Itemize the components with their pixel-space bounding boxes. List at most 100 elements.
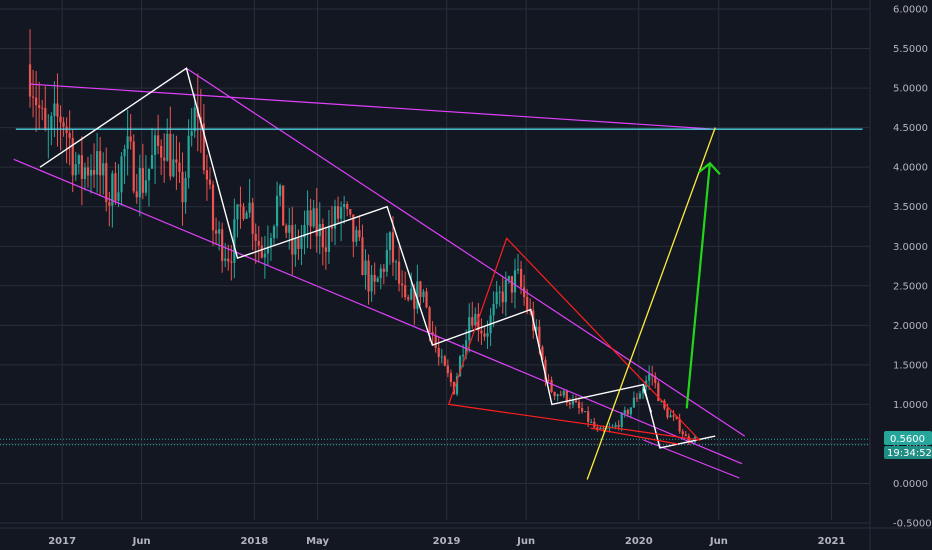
candle-body: [233, 219, 236, 263]
price-axis: 6.0000 5.5000 5.0000 4.5000 4.0000 3.5000 3.00…: [869, 0, 932, 550]
candle-body: [648, 374, 651, 381]
channel-lower: [13, 158, 743, 465]
candle-body: [513, 270, 517, 293]
candle-body: [504, 279, 507, 303]
candle-body: [330, 226, 334, 229]
candle-body: [245, 212, 248, 219]
candle-body: [160, 145, 163, 158]
candle-body: [516, 268, 520, 271]
x-tick-label: Jun: [709, 536, 728, 547]
candle-body: [620, 413, 623, 427]
candle-body: [89, 169, 93, 176]
x-tick-label: Jun: [132, 536, 151, 547]
candle-body: [248, 202, 251, 213]
candle-body: [135, 191, 138, 198]
candle-body: [641, 387, 645, 394]
candle-body: [251, 202, 254, 234]
candle-body: [596, 427, 599, 430]
candle-body: [590, 421, 593, 423]
candle-body: [266, 246, 270, 254]
y-tick-label: 1.0000: [893, 400, 928, 411]
candle-body: [297, 238, 300, 249]
x-tick-label: 2021: [818, 536, 846, 547]
candle-body: [163, 157, 166, 161]
falling-wedge-lower: [643, 439, 740, 479]
candle-body: [501, 291, 504, 303]
candle-body: [507, 276, 510, 280]
candle-body: [53, 103, 56, 117]
x-tick-label: Jun: [516, 536, 535, 547]
candle-body: [678, 418, 681, 432]
countdown-badge-bg: [884, 446, 932, 459]
candle-body: [184, 178, 187, 203]
candle-body: [397, 261, 401, 284]
candle-body: [538, 326, 541, 347]
candle-body: [388, 232, 392, 250]
candlestick-series: [28, 29, 697, 445]
candle-body: [80, 155, 83, 179]
candle-body: [31, 96, 35, 98]
candle-body: [492, 304, 495, 316]
candle-body: [410, 288, 413, 300]
candle-body: [138, 168, 141, 198]
candle-body: [77, 155, 80, 165]
white-pattern-1: [39, 67, 716, 449]
candle-body: [657, 382, 660, 401]
candle-body: [272, 226, 276, 239]
candle-body: [577, 402, 581, 409]
candle-body: [352, 214, 355, 242]
candle-body: [166, 133, 169, 161]
candle-body: [562, 391, 565, 396]
candle-body: [373, 274, 376, 282]
candle-body: [336, 206, 340, 219]
candle-body: [401, 283, 404, 286]
y-tick-label: 5.0000: [893, 84, 928, 95]
candle-body: [102, 163, 105, 176]
y-tick-label: 3.5000: [893, 202, 928, 213]
candle-body: [407, 297, 410, 300]
y-tick-label: 4.0000: [893, 163, 928, 174]
candle-body: [629, 407, 632, 415]
candle-body: [96, 151, 99, 175]
candle-body: [681, 431, 684, 435]
candle-body: [71, 137, 74, 176]
candle-body: [367, 260, 370, 292]
arrow-head: [698, 161, 721, 175]
y-tick-label: 1.5000: [893, 360, 928, 371]
channel-upper: [29, 83, 716, 130]
y-tick-label: 0.0000: [893, 479, 928, 490]
candle-body: [556, 394, 559, 397]
candle-body: [279, 185, 282, 196]
candle-body: [28, 64, 32, 97]
candle-body: [675, 416, 678, 419]
candle-body: [99, 151, 102, 176]
candle-body: [483, 333, 486, 337]
candle-body: [425, 291, 428, 308]
candle-body: [666, 408, 669, 418]
candle-body: [282, 185, 285, 226]
candle-body: [465, 340, 468, 355]
candle-body: [602, 427, 605, 429]
red-triangle: [447, 237, 702, 441]
candle-body: [519, 268, 523, 288]
candle-body: [254, 233, 257, 241]
candle-body: [193, 107, 196, 132]
y-tick-label: 2.0000: [893, 321, 928, 332]
candle-body: [394, 261, 398, 263]
candle-body: [175, 159, 178, 163]
arrow-shaft: [685, 163, 711, 409]
candle-body: [260, 245, 263, 258]
candle-body: [370, 274, 373, 292]
candle-body: [208, 179, 212, 185]
candle-body: [580, 408, 584, 412]
x-tick-label: 2018: [240, 536, 268, 547]
candle-body: [462, 354, 465, 357]
candle-body: [349, 209, 352, 215]
candle-body: [571, 400, 575, 405]
candle-body: [431, 332, 434, 336]
candle-body: [65, 126, 68, 134]
candle-body: [275, 195, 279, 227]
candle-body: [446, 365, 449, 374]
candle-body: [169, 133, 172, 177]
